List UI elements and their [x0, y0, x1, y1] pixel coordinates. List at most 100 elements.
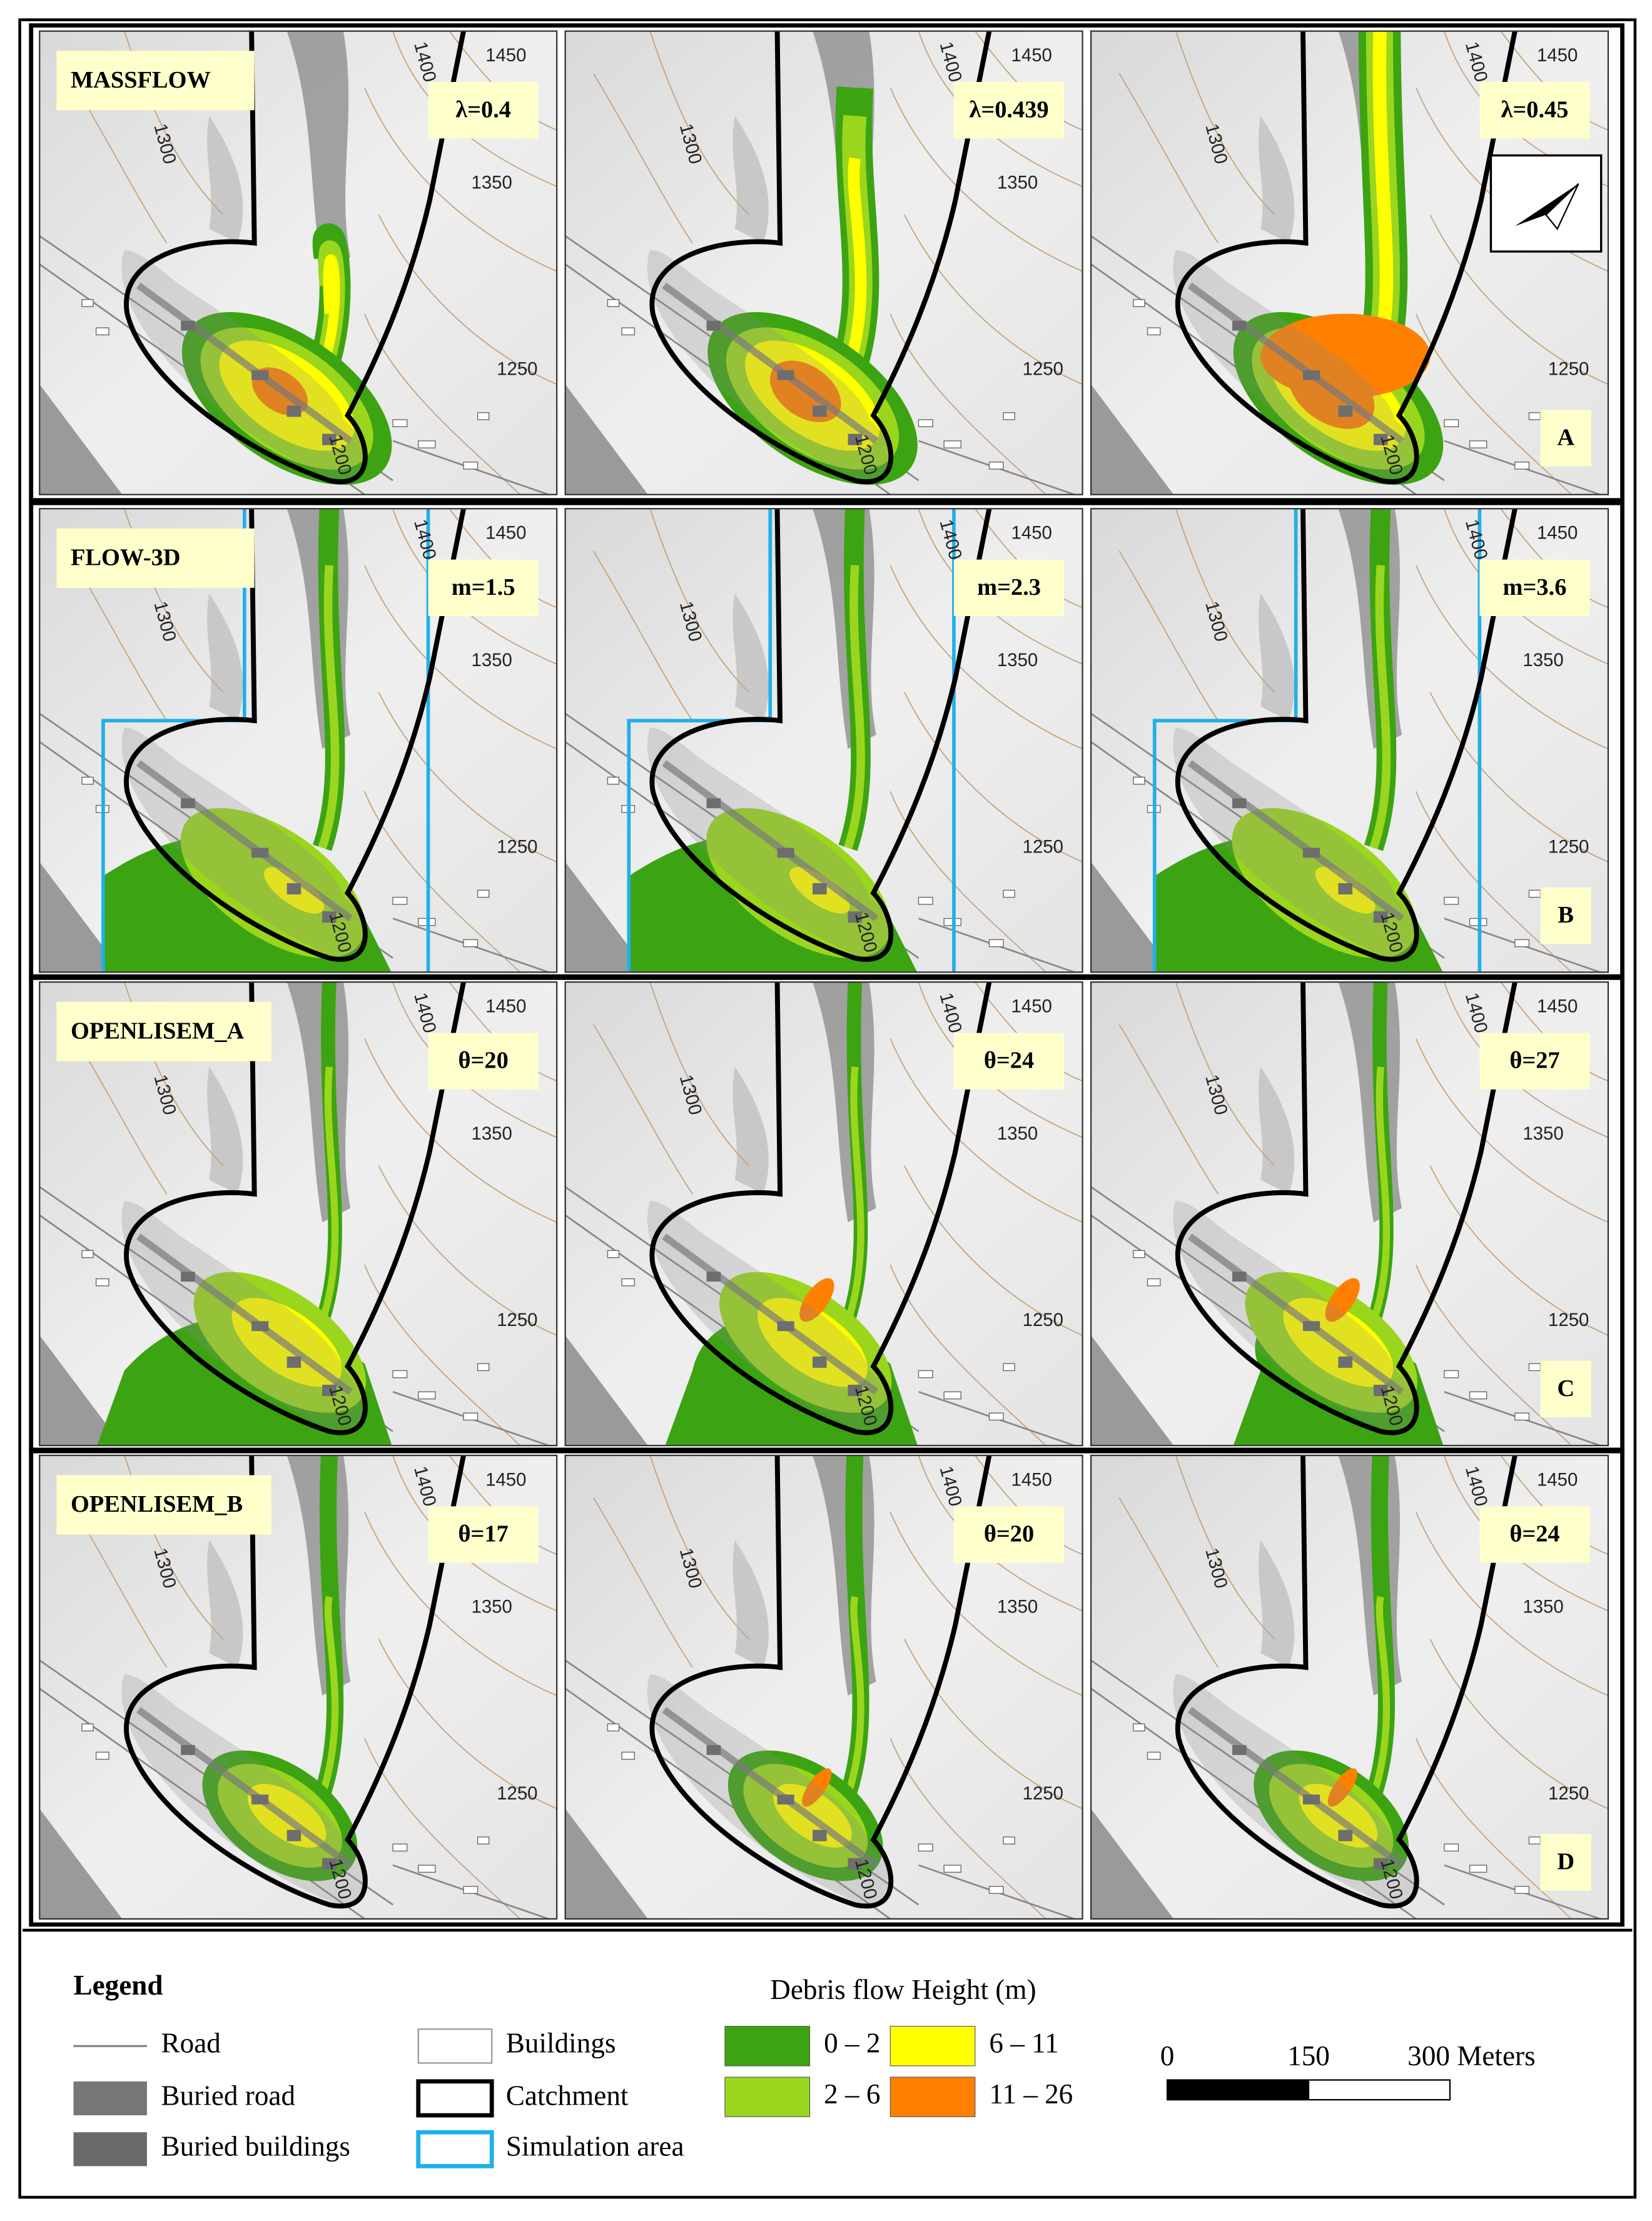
scale-label: 150: [1287, 2040, 1330, 2072]
label-box: [953, 1033, 1065, 1090]
contour-label: 1450: [485, 45, 526, 66]
contour-label: 1250: [497, 836, 537, 857]
legend-item: Buildings: [506, 2028, 616, 2059]
panel-frame: [1090, 1454, 1609, 1920]
parameter-label: θ=24: [1509, 1521, 1559, 1547]
label-box: [1479, 1033, 1590, 1090]
scale-unit: Meters: [1457, 2040, 1535, 2072]
model-label: OPENLISEM_A: [71, 1018, 245, 1044]
panel-frame: [1090, 30, 1609, 495]
label-box: [56, 1001, 271, 1061]
legend-swatch: [724, 2077, 811, 2117]
contour-label: 1450: [1011, 523, 1052, 544]
label-box: [1479, 82, 1590, 139]
contour-label: 1250: [1548, 1783, 1589, 1804]
label-box: [1540, 1360, 1591, 1417]
label-box: [56, 51, 255, 111]
legend-item: Catchment: [506, 2080, 629, 2111]
label-box: [428, 1506, 539, 1563]
legend-class-label: 0 – 2: [824, 2028, 880, 2059]
contour-label: 1350: [997, 1123, 1038, 1144]
parameter-label: θ=20: [458, 1048, 508, 1074]
panel-frame: [39, 508, 558, 973]
row-letter: D: [1557, 1849, 1574, 1875]
contour-label: 1250: [1023, 1310, 1063, 1330]
contour-label: 1250: [1548, 1310, 1589, 1330]
scale-segment: [1166, 2079, 1310, 2101]
contour-label: 1350: [472, 1597, 512, 1617]
panel-frame: [564, 981, 1083, 1447]
legend-class-label: 6 – 11: [989, 2028, 1058, 2059]
debris-channel: [1369, 565, 1391, 849]
label-box: [56, 1475, 271, 1535]
debris-channel: [844, 1066, 864, 1323]
outer-frame: [18, 18, 1637, 2199]
parameter-label: m=3.6: [1503, 574, 1567, 600]
panel-frame: [39, 30, 558, 495]
model-label: OPENLISEM_B: [71, 1491, 243, 1517]
debris-channel: [318, 1066, 339, 1323]
row-frame: [29, 1447, 1624, 1927]
scale-label: 0: [1160, 2040, 1175, 2072]
north-arrow-box: [1489, 154, 1603, 253]
parameter-label: θ=27: [1509, 1048, 1559, 1074]
contour-label: 1350: [472, 1123, 512, 1144]
contour-label: 1450: [1537, 45, 1578, 66]
debris-channel: [844, 565, 865, 849]
parameter-label: m=1.5: [452, 574, 515, 600]
panel-frame: [564, 30, 1083, 495]
label-box: [428, 559, 539, 617]
contour-label: 1250: [497, 1310, 537, 1330]
legend-swatch: [889, 2077, 976, 2117]
debris-channel: [318, 565, 340, 849]
label-box: [1540, 1834, 1591, 1891]
label-box: [1479, 1506, 1590, 1563]
label-box: [1540, 887, 1591, 944]
contour-label: 1350: [997, 650, 1038, 670]
model-label: MASSFLOW: [71, 67, 211, 93]
contour-label: 1450: [485, 1469, 526, 1490]
panel-frame: [39, 1454, 558, 1920]
debris-channel: [1370, 1066, 1391, 1323]
panel-frame: [1090, 981, 1609, 1447]
panel-frame: [564, 508, 1083, 973]
contour-label: 1450: [1011, 45, 1052, 66]
contour-label: 1350: [472, 172, 512, 193]
parameter-label: θ=20: [984, 1521, 1034, 1547]
contour-label: 1350: [997, 1597, 1038, 1617]
contour-label: 1350: [1523, 1597, 1563, 1617]
label-box: [953, 82, 1065, 139]
parameter-label: λ=0.45: [1501, 96, 1569, 123]
panels: 145014001350130012501200MASSFLOWλ=0.4145…: [29, 23, 1624, 1927]
debris-channel: [1370, 1596, 1391, 1796]
legend-heading: Debris flow Height (m): [770, 1974, 1036, 2005]
contour-label: 1250: [1548, 359, 1589, 380]
label-box: [428, 82, 539, 139]
legend-item: Road: [161, 2028, 221, 2059]
contour-label: 1250: [1548, 836, 1589, 857]
contour-label: 1450: [485, 996, 526, 1017]
contour-label: 1250: [497, 359, 537, 380]
contour-label: 1450: [485, 523, 526, 544]
contour-label: 1450: [1537, 1469, 1578, 1490]
contour-label: 1450: [1537, 523, 1578, 544]
panel-frame: [564, 1454, 1083, 1920]
legend-swatch: [724, 2026, 811, 2067]
row-letter: C: [1557, 1375, 1574, 1402]
parameter-label: λ=0.439: [970, 96, 1049, 123]
